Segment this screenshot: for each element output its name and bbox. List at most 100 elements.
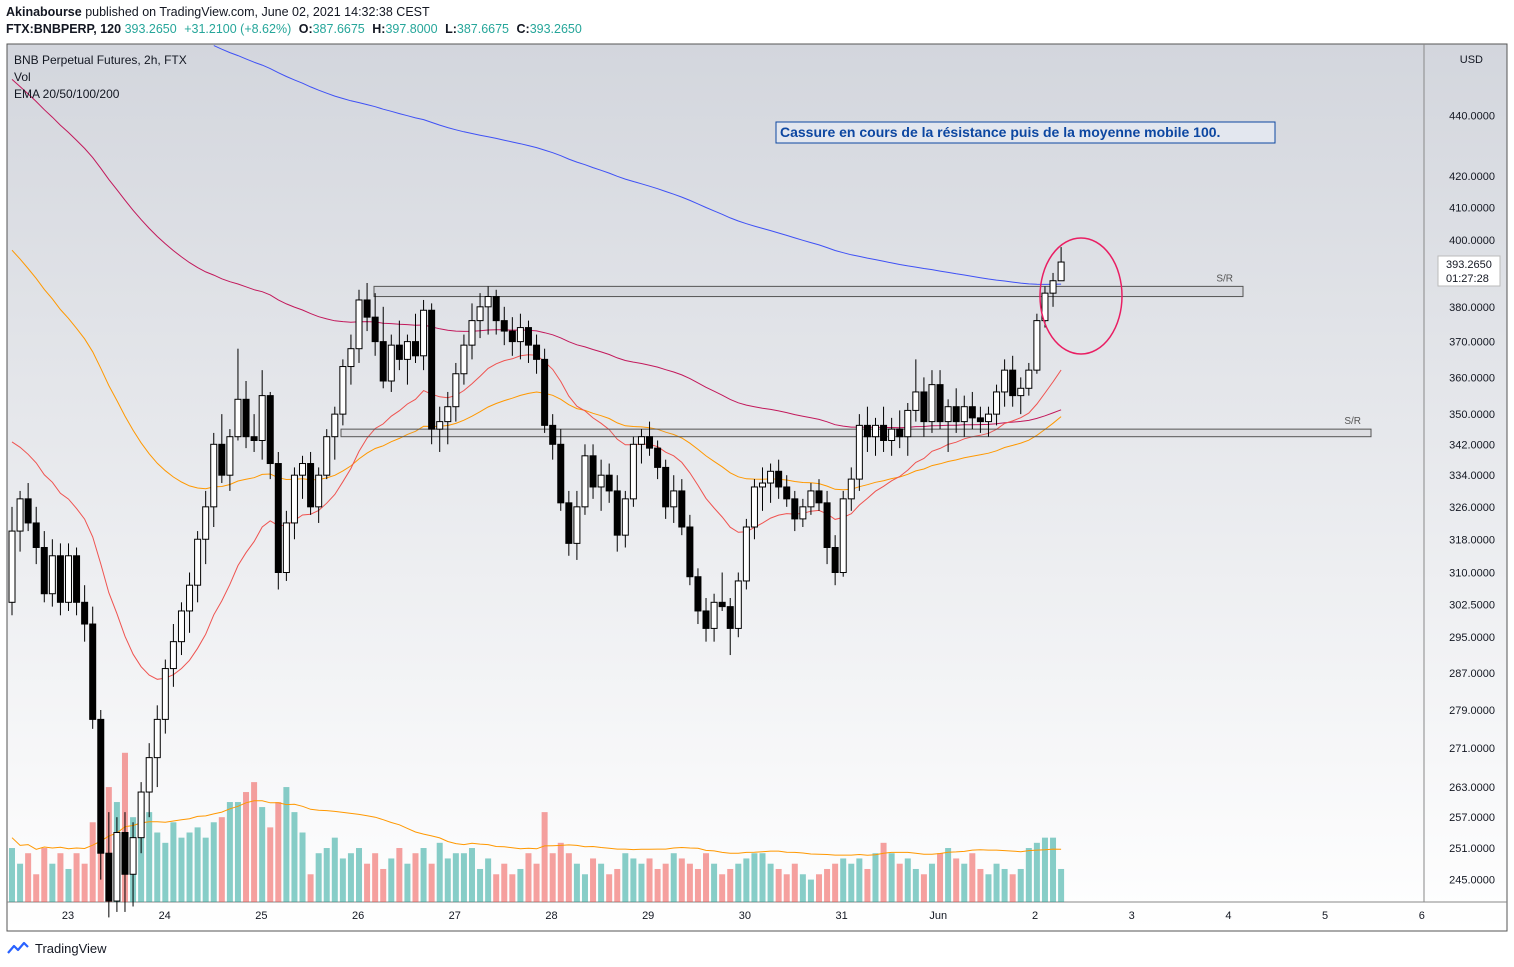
candle-down	[936, 384, 944, 423]
candle-down	[549, 424, 557, 445]
price-tick-label: 279.0000	[1449, 705, 1495, 717]
candle-up	[452, 373, 460, 408]
candle-down	[533, 344, 541, 360]
candle-down	[524, 327, 532, 346]
candle-up	[1001, 369, 1009, 393]
volume-bar	[444, 858, 451, 902]
volume-bar	[654, 868, 661, 902]
candle-up	[984, 413, 992, 423]
candle-up	[315, 474, 323, 508]
candle-up	[1057, 261, 1065, 282]
volume-bar	[678, 858, 685, 902]
low-value: 387.6675	[456, 22, 510, 36]
publish-date: published on TradingView.com, June 02, 2…	[85, 5, 430, 19]
candle-up	[460, 344, 468, 375]
volume-bar	[1009, 874, 1016, 902]
volume-bar	[622, 853, 629, 902]
volume-bar	[799, 874, 806, 902]
candle-up	[48, 555, 56, 595]
volume-bar	[880, 842, 887, 902]
time-tick-label: 24	[159, 910, 171, 922]
volume-bar	[557, 842, 564, 902]
volume-bar	[509, 874, 516, 902]
volume-bar	[541, 812, 548, 902]
volume-bar	[347, 853, 354, 902]
high-value: 397.8000	[385, 22, 438, 36]
volume-bar	[719, 874, 726, 902]
candle-down	[379, 341, 387, 382]
candle-up	[484, 296, 492, 308]
candle-up	[129, 837, 137, 875]
candle-up	[904, 409, 912, 438]
candle-down	[371, 316, 379, 343]
volume-bar	[493, 874, 500, 902]
volume-ma-line	[11, 800, 1062, 856]
candle-up	[299, 463, 307, 476]
candle-up	[944, 406, 952, 423]
time-tick-label: 25	[255, 910, 267, 922]
footer-brand: TradingView	[6, 940, 107, 956]
volume-bar	[872, 853, 879, 902]
candle-up	[871, 424, 879, 438]
volume-bar	[775, 868, 782, 902]
volume-bar	[9, 848, 15, 902]
candle-up	[928, 384, 936, 423]
volume-bar	[961, 863, 968, 902]
publish-info: Akinabourse published on TradingView.com…	[6, 5, 430, 19]
candle-up	[597, 474, 605, 488]
high-label: H:	[372, 22, 386, 36]
price-tick-label: 326.0000	[1449, 502, 1495, 514]
candle-up	[581, 455, 589, 508]
candle-up	[161, 668, 169, 720]
price-tick-label: 334.0000	[1449, 470, 1495, 482]
volume-bar	[57, 853, 64, 902]
volume-bar	[1033, 842, 1040, 902]
time-tick-label: 27	[449, 910, 461, 922]
volume-bar	[783, 874, 790, 902]
candles-layer	[8, 247, 1065, 918]
time-tick-label: 26	[352, 910, 364, 922]
candle-down	[395, 344, 403, 360]
candle-down	[976, 417, 984, 423]
candle-up	[113, 832, 121, 902]
candle-down	[89, 623, 97, 720]
price-axis: 440.0000 420.0000 410.0000 400.0000 380.0000…	[1449, 111, 1495, 887]
candle-down	[646, 436, 654, 449]
candle-up	[1041, 292, 1049, 322]
volume-bar	[727, 868, 734, 902]
volume-bar	[33, 874, 40, 902]
candle-up	[282, 522, 290, 574]
price-chart[interactable]: S/R S/R 440.0000 420.0000 410.0000 400.0000 3…	[0, 0, 1514, 935]
candle-down	[726, 606, 734, 629]
candle-down	[775, 470, 783, 488]
volume-bar	[686, 863, 693, 902]
time-tick-label: 4	[1225, 910, 1231, 922]
volume-bar	[525, 853, 532, 902]
currency-label: USD	[1460, 54, 1483, 66]
candle-down	[492, 296, 500, 322]
volume-bar	[1041, 837, 1048, 902]
candle-up	[355, 299, 363, 350]
volume-bar	[452, 853, 459, 902]
price-tick-label: 263.0000	[1449, 782, 1495, 794]
volume-bar	[283, 787, 290, 902]
publisher-name: Akinabourse	[6, 5, 82, 19]
volume-bar	[234, 802, 241, 902]
volume-bar	[937, 853, 944, 902]
volume-bar	[436, 842, 443, 902]
candle-down	[654, 447, 662, 468]
candle-down	[557, 443, 565, 504]
candle-up	[670, 490, 678, 508]
volume-bar	[969, 853, 976, 902]
candle-up	[8, 530, 16, 603]
candle-down	[952, 406, 960, 423]
candle-down	[662, 466, 670, 508]
volume-bar	[460, 853, 467, 902]
volume-bar	[662, 863, 669, 902]
volume-bar	[630, 858, 637, 902]
volume-bar	[1001, 868, 1008, 902]
candle-up	[210, 443, 218, 508]
candle-up	[807, 490, 815, 508]
volume-bar	[581, 874, 588, 902]
volume-bar	[396, 848, 403, 902]
